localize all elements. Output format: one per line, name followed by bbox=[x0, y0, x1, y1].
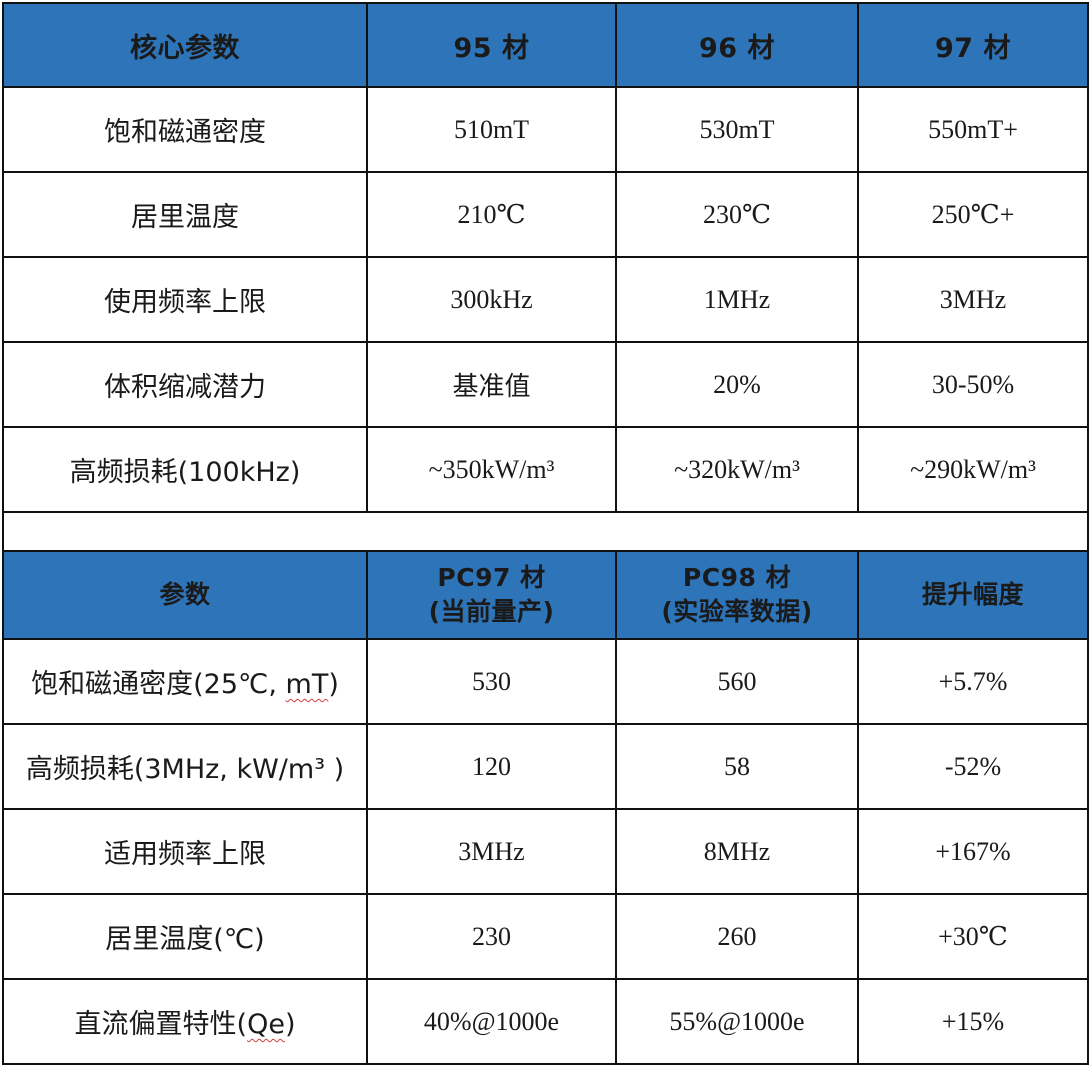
param-text: 适用频率上限 bbox=[104, 839, 266, 870]
param-label: 使用频率上限 bbox=[2, 256, 368, 343]
table-row: 饱和磁通密度(25℃, mT) 530 560 +5.7% bbox=[2, 638, 1089, 725]
param-label: 适用频率上限 bbox=[2, 808, 368, 895]
value-pc97: 530 bbox=[366, 638, 617, 725]
value-pc97: 3MHz bbox=[366, 808, 617, 895]
header-pc98: PC98 材 (实验率数据) bbox=[615, 550, 859, 640]
value-97: 550mT+ bbox=[857, 86, 1089, 173]
header-pc97-name: PC97 材 bbox=[437, 563, 546, 592]
value-95: 210℃ bbox=[366, 171, 617, 258]
value-97: 250℃+ bbox=[857, 171, 1089, 258]
value-97: 30-50% bbox=[857, 341, 1089, 428]
param-text: 饱和磁通密度(25℃, bbox=[31, 669, 286, 700]
param-unit-spellcheck: mT bbox=[285, 669, 329, 700]
value-gain: +15% bbox=[857, 978, 1089, 1065]
table-row: 使用频率上限 300kHz 1MHz 3MHz bbox=[2, 256, 1089, 343]
table-row: 体积缩减潜力 基准值 20% 30-50% bbox=[2, 341, 1089, 428]
table1-header-row: 核心参数 95 材 96 材 97 材 bbox=[2, 2, 1089, 88]
table-row: 高频损耗(100kHz) ~350kW/m³ ~320kW/m³ ~290kW/… bbox=[2, 426, 1089, 513]
value-96: 530mT bbox=[615, 86, 859, 173]
header-params: 参数 bbox=[2, 550, 368, 640]
value-pc98: 55%@1000e bbox=[615, 978, 859, 1065]
table-row: 直流偏置特性(Qe) 40%@1000e 55%@1000e +15% bbox=[2, 978, 1089, 1065]
header-97-material: 97 材 bbox=[857, 2, 1089, 88]
value-96: ~320kW/m³ bbox=[615, 426, 859, 513]
param-label: 高频损耗(100kHz) bbox=[2, 426, 368, 513]
header-improvement: 提升幅度 bbox=[857, 550, 1089, 640]
table-row: 高频损耗(3MHz, kW/m³ ) 120 58 -52% bbox=[2, 723, 1089, 810]
param-label: 饱和磁通密度 bbox=[2, 86, 368, 173]
header-pc98-note: (实验率数据) bbox=[661, 597, 813, 626]
header-pc98-name: PC98 材 bbox=[682, 563, 792, 592]
param-text: 高频损耗(3MHz, kW/m³ ) bbox=[25, 754, 345, 785]
header-pc97-note: (当前量产) bbox=[428, 597, 555, 626]
table-row: 适用频率上限 3MHz 8MHz +167% bbox=[2, 808, 1089, 895]
header-core-params: 核心参数 bbox=[2, 2, 368, 88]
param-label: 体积缩减潜力 bbox=[2, 341, 368, 428]
value-96: 230℃ bbox=[615, 171, 859, 258]
spacer-row bbox=[2, 511, 1089, 552]
param-label: 居里温度 bbox=[2, 171, 368, 258]
param-label: 高频损耗(3MHz, kW/m³ ) bbox=[2, 723, 368, 810]
header-improvement-label: 提升幅度 bbox=[921, 580, 1024, 609]
value-gain: -52% bbox=[857, 723, 1089, 810]
value-pc98: 260 bbox=[615, 893, 859, 980]
param-tail: ) bbox=[284, 1009, 296, 1040]
table-row: 居里温度 210℃ 230℃ 250℃+ bbox=[2, 171, 1089, 258]
value-gain: +30℃ bbox=[857, 893, 1089, 980]
param-label: 直流偏置特性(Qe) bbox=[2, 978, 368, 1065]
param-text: 直流偏置特性( bbox=[74, 1009, 248, 1040]
value-96: 1MHz bbox=[615, 256, 859, 343]
table-row: 居里温度(℃) 230 260 +30℃ bbox=[2, 893, 1089, 980]
spacer-cell bbox=[2, 511, 1089, 552]
header-96-material: 96 材 bbox=[615, 2, 859, 88]
header-pc97: PC97 材 (当前量产) bbox=[366, 550, 617, 640]
table2-header-row: 参数 PC97 材 (当前量产) PC98 材 (实验率数据) 提升幅度 bbox=[2, 550, 1089, 640]
param-text: 居里温度(℃) bbox=[105, 924, 265, 955]
value-gain: +167% bbox=[857, 808, 1089, 895]
header-params-label: 参数 bbox=[159, 580, 211, 609]
table-row: 饱和磁通密度 510mT 530mT 550mT+ bbox=[2, 86, 1089, 173]
value-96: 20% bbox=[615, 341, 859, 428]
value-pc97: 40%@1000e bbox=[366, 978, 617, 1065]
param-label: 饱和磁通密度(25℃, mT) bbox=[2, 638, 368, 725]
param-label: 居里温度(℃) bbox=[2, 893, 368, 980]
value-97: 3MHz bbox=[857, 256, 1089, 343]
value-95: 510mT bbox=[366, 86, 617, 173]
value-97: ~290kW/m³ bbox=[857, 426, 1089, 513]
value-95: 300kHz bbox=[366, 256, 617, 343]
value-pc98: 58 bbox=[615, 723, 859, 810]
value-pc97: 120 bbox=[366, 723, 617, 810]
value-pc98: 8MHz bbox=[615, 808, 859, 895]
value-gain: +5.7% bbox=[857, 638, 1089, 725]
value-95: ~350kW/m³ bbox=[366, 426, 617, 513]
value-pc98: 560 bbox=[615, 638, 859, 725]
header-95-material: 95 材 bbox=[366, 2, 617, 88]
param-tail: ) bbox=[328, 669, 339, 700]
param-unit-spellcheck: Qe bbox=[247, 1009, 285, 1040]
value-95: 基准值 bbox=[366, 341, 617, 428]
value-pc97: 230 bbox=[366, 893, 617, 980]
